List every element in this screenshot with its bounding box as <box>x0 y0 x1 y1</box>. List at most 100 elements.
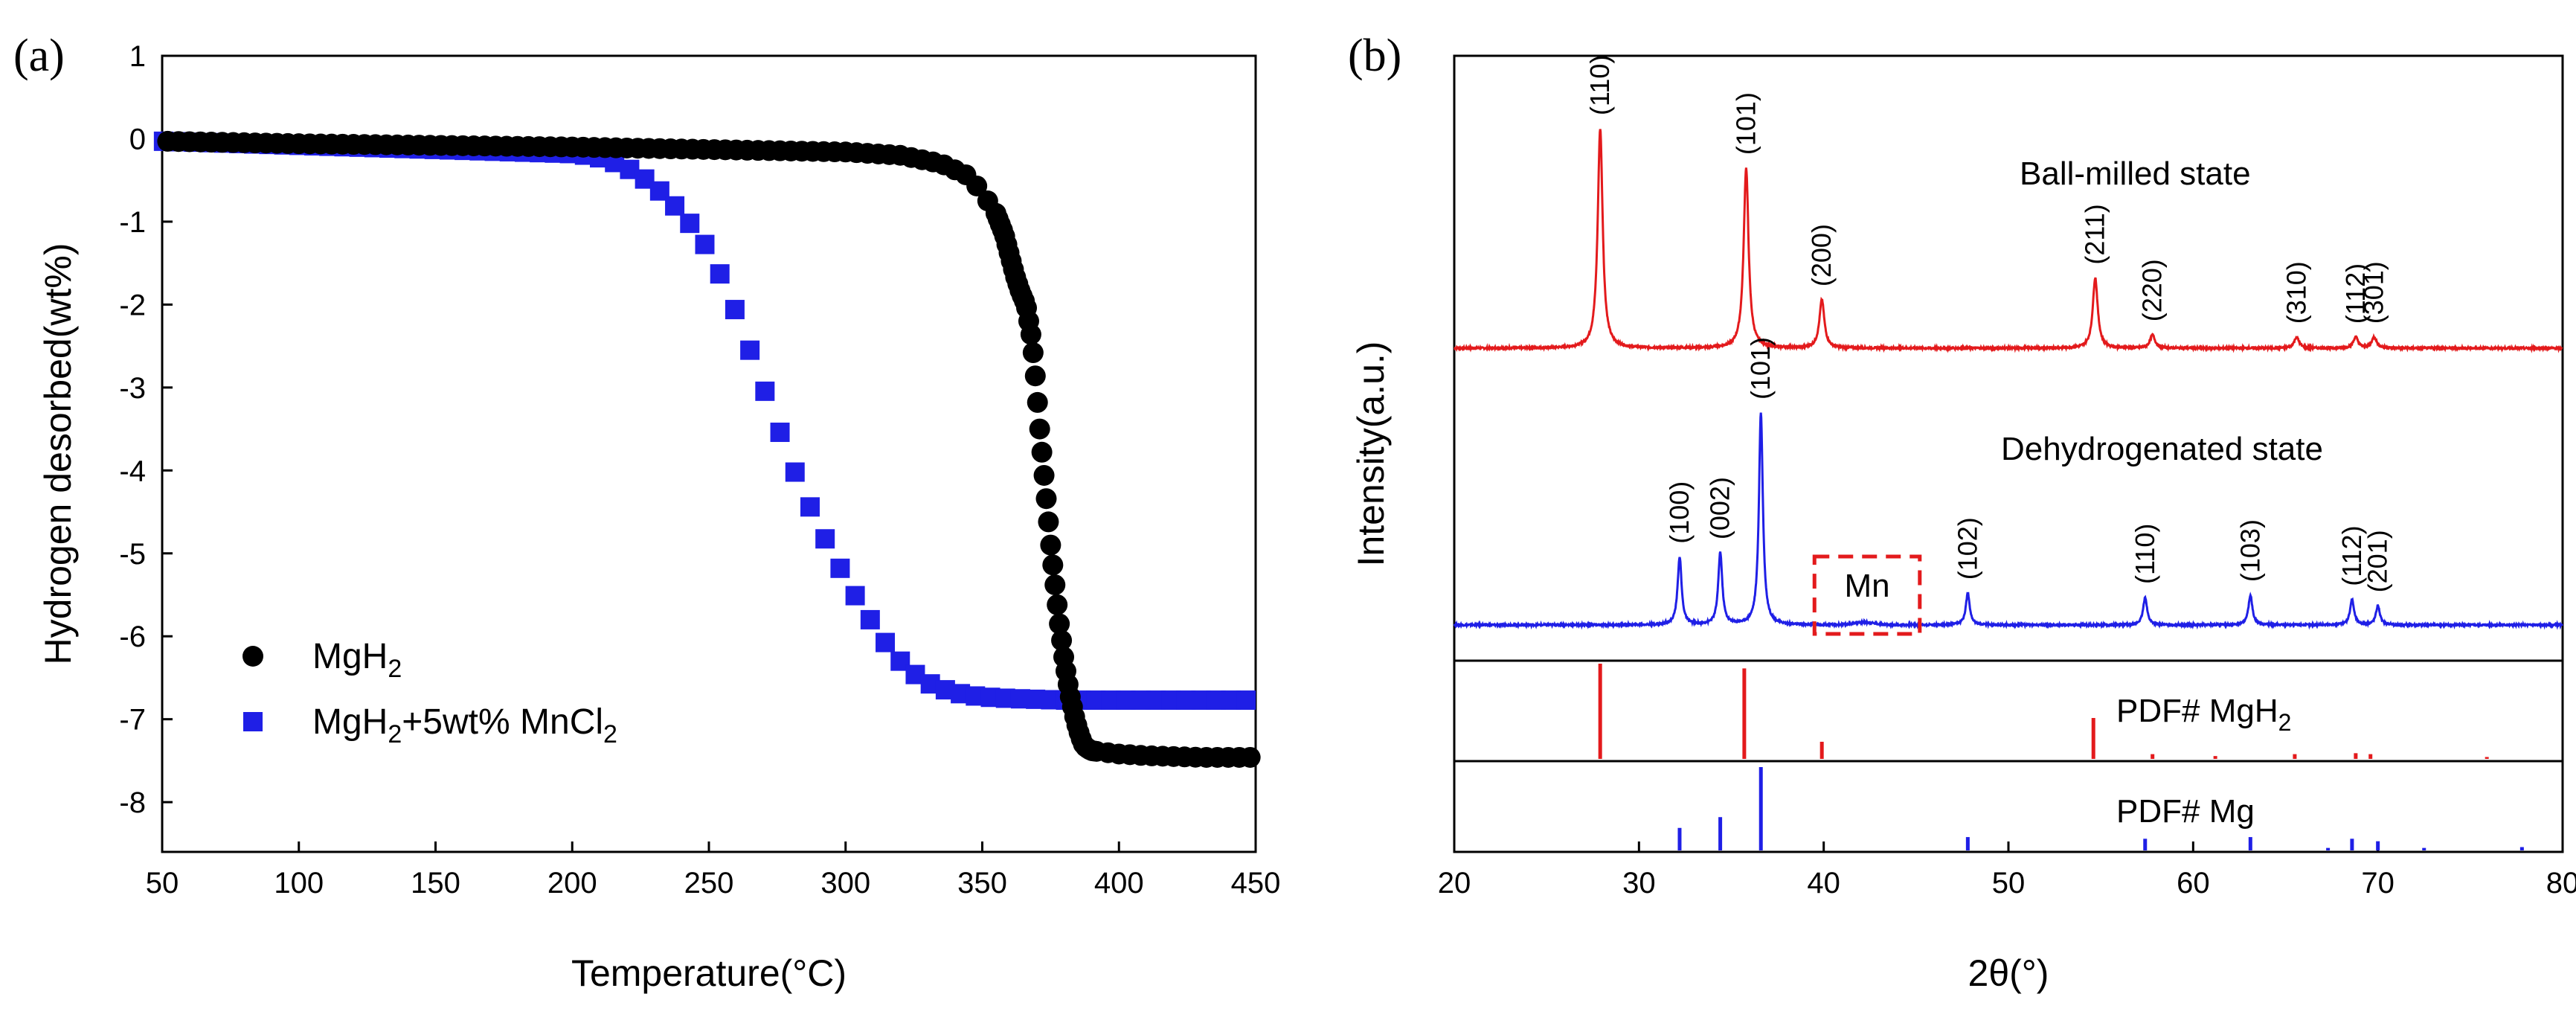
mn-annotation-box <box>1812 554 1922 636</box>
data-point-mgh2-mncl2 <box>665 196 685 216</box>
legend-label-mgh2-mncl2-sub2: 2 <box>603 720 617 748</box>
panel-a-legend: MgH2 MgH2+5wt% MnCl2 <box>242 637 617 748</box>
y-tick-label: 0 <box>129 123 146 155</box>
data-point-mgh2-mncl2 <box>1236 690 1256 711</box>
data-point-mgh2 <box>1047 594 1068 615</box>
x-tick-label: 400 <box>1094 867 1144 900</box>
data-point-mgh2 <box>1042 554 1064 576</box>
legend-label-mgh2-mncl2-mid: +5wt% MnCl <box>402 702 603 742</box>
data-point-mgh2-mncl2 <box>770 423 790 443</box>
data-point-mgh2 <box>1035 488 1057 510</box>
data-point-mgh2-mncl2 <box>725 300 745 320</box>
hkl-label: (211) <box>2080 204 2110 264</box>
panel-b-reference-lines <box>1598 664 2524 850</box>
x-tick-label: 100 <box>274 867 324 900</box>
legend-marker-mgh2 <box>242 646 263 667</box>
data-point-mgh2-mncl2 <box>845 586 865 606</box>
data-point-mgh2 <box>1022 342 1044 364</box>
x-tick-label: 50 <box>146 867 179 900</box>
y-tick-label: -4 <box>119 455 146 487</box>
pdf-mgh2-label-base: PDF# MgH <box>2116 693 2278 729</box>
x-tick-label: 40 <box>1807 867 1840 900</box>
data-point-mgh2-mncl2 <box>876 632 896 653</box>
hkl-label: (101) <box>1745 337 1776 400</box>
data-point-mgh2-mncl2 <box>740 340 760 360</box>
panel-a-series <box>153 130 1261 768</box>
panel-b-y-axis-title: Intensity(a.u.) <box>1350 342 1392 567</box>
data-point-mgh2 <box>1239 746 1261 768</box>
data-point-mgh2 <box>1027 391 1048 413</box>
x-tick-label: 250 <box>684 867 734 900</box>
panel-b-hkl-labels: (110)(101)(200) (211)(220) (310) (112)(301)… <box>1584 55 2392 593</box>
hkl-label: (201) <box>2363 530 2393 592</box>
hkl-label: (112) <box>2336 525 2367 586</box>
data-point-mgh2-mncl2 <box>785 462 805 482</box>
y-tick-label: -2 <box>119 289 146 321</box>
hkl-label: (100) <box>1664 481 1695 544</box>
data-point-mgh2 <box>1033 464 1055 486</box>
data-point-mgh2-mncl2 <box>695 234 715 254</box>
data-point-mgh2-mncl2 <box>680 214 700 234</box>
x-tick-label: 30 <box>1622 867 1656 900</box>
ball-milled-state-label: Ball-milled state <box>2020 155 2251 192</box>
y-tick-label: 1 <box>129 40 146 73</box>
hkl-label: (110) <box>1584 55 1615 115</box>
data-point-mgh2-mncl2 <box>815 529 835 549</box>
data-point-mgh2-mncl2 <box>800 497 820 517</box>
panel-b-axis-ticks: 20 30 40 50 60 70 80 <box>1438 841 2576 900</box>
x-tick-label: 70 <box>2361 867 2394 900</box>
x-tick-label: 200 <box>547 867 597 900</box>
hkl-label: (112) <box>2340 263 2371 324</box>
panel-b-patterns <box>1453 129 2563 630</box>
data-point-mgh2-mncl2 <box>830 558 850 578</box>
x-tick-label: 20 <box>1438 867 1471 900</box>
data-point-mgh2-mncl2 <box>755 381 775 401</box>
pdf-mgh2-label-sub: 2 <box>2278 709 2292 736</box>
hkl-label: (220) <box>2137 259 2168 321</box>
legend-label-mgh2-mncl2-base: MgH <box>312 702 388 742</box>
pdf-mgh2-label: PDF# MgH2 <box>2116 693 2291 736</box>
x-tick-label: 150 <box>411 867 460 900</box>
hkl-label: (110) <box>2130 524 2160 584</box>
panel-b-xrd-chart: (b) 20 30 40 50 60 70 80 (110) (101) (200) (211) (… <box>1348 31 2576 994</box>
data-point-mgh2 <box>1044 574 1066 596</box>
panel-a-hydrogen-desorption-chart: (a) 50 100 150 200 250 300 350 400 450 1 0 -1 -2 -3 -4… <box>13 31 1280 994</box>
panel-a-axis-ticks: 50 100 150 200 250 300 350 400 450 1 0 -1 -2 -3 -4 -5 -6… <box>119 40 1280 900</box>
data-point-mgh2 <box>1051 629 1073 651</box>
x-tick-label: 60 <box>2177 867 2210 900</box>
y-tick-label: -1 <box>119 206 146 239</box>
data-point-mgh2-mncl2 <box>710 264 730 284</box>
legend-label-mgh2-base: MgH <box>312 637 388 676</box>
pdf-mg-label: PDF# Mg <box>2116 793 2255 830</box>
hkl-label: (301) <box>2359 261 2389 324</box>
dehydrogenated-pattern <box>1453 412 2563 630</box>
ball-milled-pattern <box>1454 129 2563 353</box>
y-tick-label: -6 <box>119 621 146 653</box>
x-tick-label: 450 <box>1231 867 1281 900</box>
hkl-label: (200) <box>1806 224 1837 286</box>
hkl-label: (002) <box>1705 477 1735 539</box>
legend-label-mgh2-mncl2: MgH2+5wt% MnCl2 <box>312 702 617 748</box>
data-point-mgh2 <box>1029 418 1050 440</box>
x-tick-label: 350 <box>957 867 1007 900</box>
data-point-mgh2 <box>1040 534 1061 556</box>
mn-annotation-label: Mn <box>1844 568 1889 604</box>
panel-a-label: (a) <box>13 31 65 81</box>
data-point-mgh2 <box>1049 613 1070 635</box>
legend-label-mgh2: MgH2 <box>312 637 402 683</box>
panel-b-x-axis-title: 2θ(°) <box>1968 952 2049 994</box>
panel-a-x-axis-title: Temperature(°C) <box>571 952 847 994</box>
panel-a-y-axis-title: Hydrogen desorbed(wt%) <box>37 243 79 665</box>
hkl-label: (103) <box>2235 519 2265 582</box>
data-point-mgh2 <box>1038 511 1059 533</box>
y-tick-label: -3 <box>119 372 146 405</box>
data-point-mgh2 <box>966 175 988 196</box>
data-point-mgh2 <box>1020 324 1041 345</box>
legend-label-mgh2-mncl2-sub: 2 <box>388 720 402 748</box>
data-point-mgh2 <box>1024 365 1046 387</box>
hkl-label: (101) <box>1730 92 1761 155</box>
x-tick-label: 50 <box>1992 867 2026 900</box>
x-tick-label: 80 <box>2546 867 2576 900</box>
data-point-mgh2 <box>1031 441 1053 463</box>
dehydrogenated-state-label: Dehydrogenated state <box>2001 431 2323 467</box>
